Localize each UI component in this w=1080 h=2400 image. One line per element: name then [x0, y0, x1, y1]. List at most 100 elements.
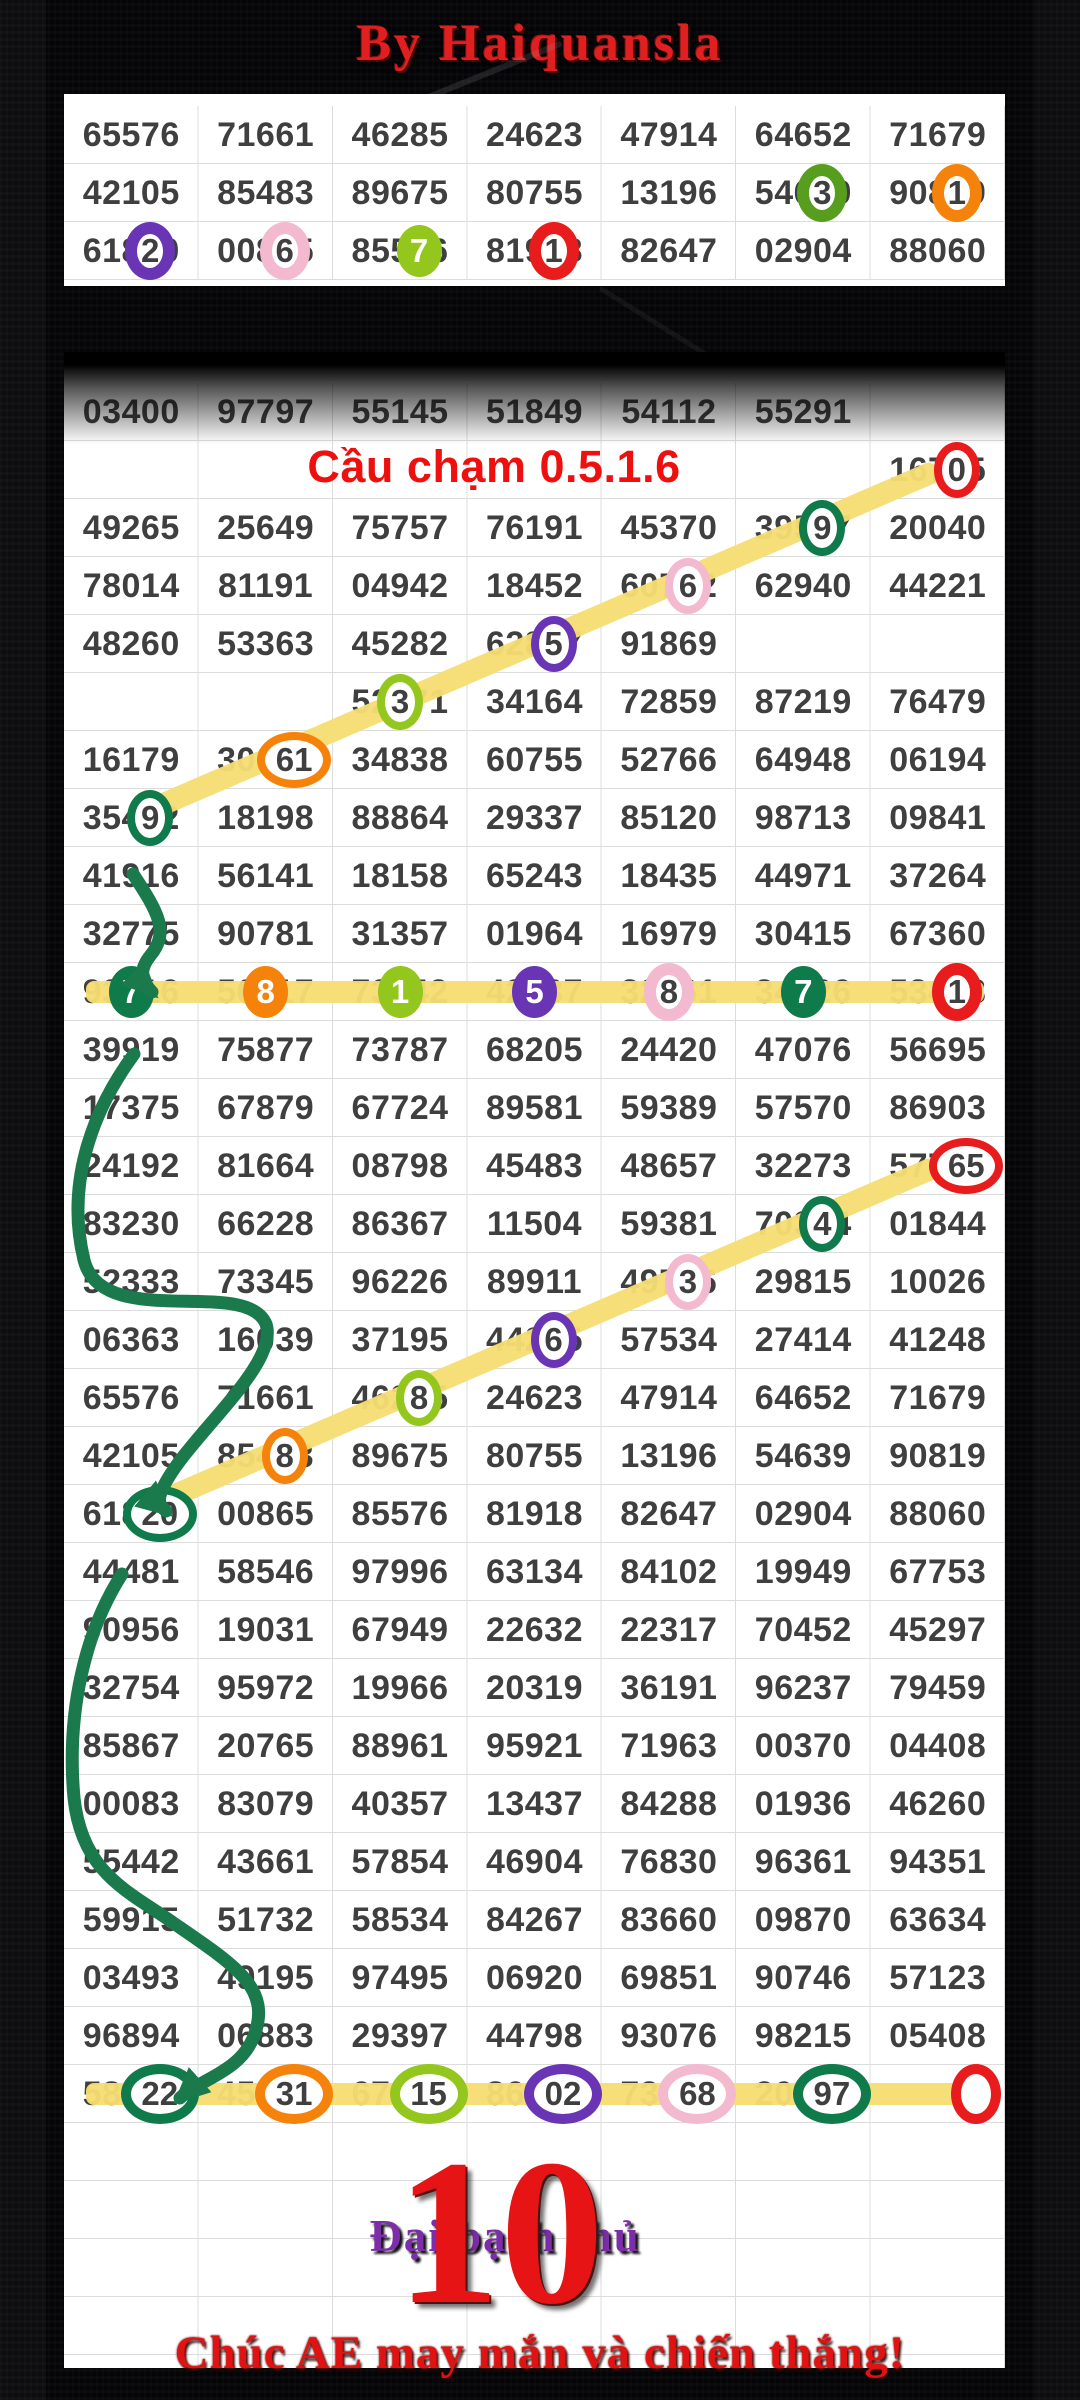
number-cell: 45297: [889, 1610, 987, 1649]
number-cell: 22317: [620, 1610, 718, 1649]
number-cell: 19966: [351, 1668, 449, 1707]
number-cell: 80755: [485, 173, 583, 212]
number-cell: 46285: [351, 115, 449, 154]
number-cell: 04408: [889, 1726, 987, 1765]
number-cell: 45483: [485, 1146, 583, 1185]
number-cell: [64, 673, 198, 731]
highlight-ring: 97: [792, 2064, 871, 2124]
highlight-ring: 31: [255, 2064, 334, 2124]
number-cell: 05408: [889, 2016, 987, 2055]
number-cell: 42105: [82, 1436, 180, 1475]
number-cell: 97996: [351, 1552, 449, 1591]
number-cell: 54639: [754, 1436, 852, 1475]
number-cell: 96237: [754, 1668, 852, 1707]
number-cell: 66228: [217, 1204, 315, 1243]
number-cell: 41248: [889, 1320, 987, 1359]
highlight-ring: 3: [664, 1254, 711, 1310]
number-cell: [736, 615, 870, 673]
highlight-ring: 6: [664, 558, 711, 614]
number-cell: 90781: [217, 914, 315, 953]
table-row: 96894 06883 29397 44798 93076 98215 05408: [64, 2007, 1005, 2065]
number-cell: 88060: [889, 1494, 987, 1533]
right-edge-texture: [1034, 0, 1080, 2400]
number-cell: 97495: [351, 1958, 449, 1997]
number-cell: 06920: [485, 1958, 583, 1997]
table-row: 90956 19031 67949 22632 22317 70452 45297: [64, 1601, 1005, 1659]
highlight-ring: 4: [799, 1196, 846, 1252]
number-cell: 51849: [485, 392, 583, 431]
number-cell: 71679: [889, 115, 987, 154]
highlight-ring: 61: [257, 732, 332, 788]
number-cell: 84102: [620, 1552, 718, 1591]
number-cell: 57534: [620, 1320, 718, 1359]
number-cell: 75757: [351, 508, 449, 547]
table-row: 00083 83079 40357 13437 84288 01936 46260: [64, 1775, 1005, 1833]
number-cell: 51732: [217, 1900, 315, 1939]
number-cell: 80755: [485, 1436, 583, 1475]
table-row: 03493 49195 97495 06920 69851 90746 57123: [64, 1949, 1005, 2007]
number-cell: 01964: [485, 914, 583, 953]
number-cell: 01936: [754, 1784, 852, 1823]
number-cell: 89675: [351, 1436, 449, 1475]
number-cell: 69851: [620, 1958, 718, 1997]
number-cell: 67879: [217, 1088, 315, 1127]
number-cell: 65576: [82, 1378, 180, 1417]
highlight-ring: 3: [797, 164, 848, 222]
table-row: 52333733459622689911497362981510026: [64, 1253, 1005, 1311]
number-cell: 16979: [620, 914, 718, 953]
number-cell: 90746: [754, 1958, 852, 1997]
number-cell: 86903: [889, 1088, 987, 1127]
number-cell: 89581: [485, 1088, 583, 1127]
number-cell: 59389: [620, 1088, 718, 1127]
number-cell: 83660: [620, 1900, 718, 1939]
number-cell: 95972: [217, 1668, 315, 1707]
highlight-ring: 9: [127, 790, 174, 846]
table-row: 42105854838967580755131965463990819: [64, 164, 1005, 222]
number-cell: 98713: [754, 798, 852, 837]
number-cell: 45282: [351, 624, 449, 663]
number-cell: 90819: [889, 1436, 987, 1475]
number-cell: 96894: [82, 2016, 180, 2055]
number-cell: 13196: [620, 1436, 718, 1475]
table-row: 59915 51732 58534 84267 83660 09870 63634: [64, 1891, 1005, 1949]
highlight-ring: 0: [933, 442, 980, 498]
number-cell: 84288: [620, 1784, 718, 1823]
number-cell: 06883: [217, 2016, 315, 2055]
number-cell: 85867: [82, 1726, 180, 1765]
number-cell: 67949: [351, 1610, 449, 1649]
footer-label: Đại bạch thủ: [369, 2211, 641, 2261]
number-cell: 63134: [485, 1552, 583, 1591]
table-row: 32754 95972 19966 20319 36191 96237 79459: [64, 1659, 1005, 1717]
highlight-ring: 1: [528, 222, 579, 280]
table-row: 03400 97797 55145 51849 54112 55291: [64, 383, 1005, 441]
number-cell: 86367: [351, 1204, 449, 1243]
number-cell: 29397: [351, 2016, 449, 2055]
number-cell: 19949: [754, 1552, 852, 1591]
highlight-ring: 7: [108, 966, 154, 1018]
number-cell: 36191: [620, 1668, 718, 1707]
number-cell: 88864: [351, 798, 449, 837]
number-cell: 65576: [82, 115, 180, 154]
number-cell: 34164: [485, 682, 583, 721]
number-cell: 81191: [218, 566, 314, 605]
highlight-ring: 02: [524, 2064, 602, 2124]
highlight-ring: 6: [530, 1312, 577, 1368]
number-cell: 41916: [82, 856, 180, 895]
table-row: 16179300613483860755527666494806194: [64, 731, 1005, 789]
highlight-ring: 5: [530, 616, 577, 672]
number-cell: 53363: [217, 624, 315, 663]
number-cell: 30415: [754, 914, 852, 953]
highlight-ring: 1: [931, 963, 982, 1021]
number-cell: 71963: [620, 1726, 718, 1765]
table-row: 41916 56141 18158 65243 18435 44971 37264: [64, 847, 1005, 905]
number-cell: 62940: [754, 566, 852, 605]
number-cell: 64948: [754, 740, 852, 779]
highlight-ring: 6: [259, 222, 310, 280]
number-cell: 60755: [485, 740, 583, 779]
page-title: By Haiquansla: [356, 15, 724, 72]
caption-cau-cham: Cầu chạm 0.5.1.6: [307, 441, 681, 492]
number-cell: 83079: [217, 1784, 315, 1823]
number-cell: 17375: [82, 1088, 180, 1127]
number-cell: 24420: [620, 1030, 718, 1069]
